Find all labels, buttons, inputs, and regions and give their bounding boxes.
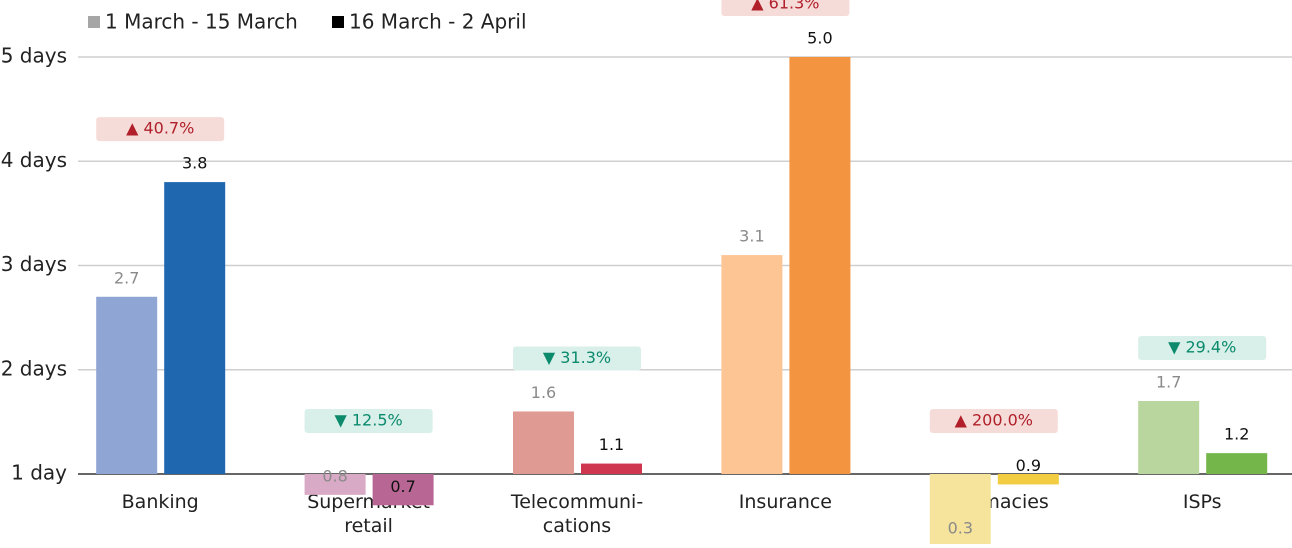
value-label: 1.2 <box>1224 425 1249 444</box>
bar <box>96 296 158 474</box>
y-tick-label: 4 days <box>1 148 67 172</box>
value-label: 1.1 <box>599 435 624 454</box>
change-badge <box>513 346 641 371</box>
change-badge <box>304 409 433 433</box>
y-tick-label: 5 days <box>1 44 67 68</box>
change-label: ▲ 200.0% <box>955 411 1033 430</box>
change-label: ▲ 61.3% <box>751 0 819 13</box>
value-label: 0.3 <box>948 518 973 537</box>
change-badge <box>96 117 225 142</box>
bar <box>581 463 642 474</box>
change-badge <box>721 0 850 16</box>
legend-label: 16 March - 2 April <box>349 10 527 34</box>
bar <box>372 474 434 506</box>
change-label: ▼ 31.3% <box>543 348 611 367</box>
value-label: 3.1 <box>739 227 764 246</box>
bar <box>513 411 574 474</box>
change-badge <box>1138 336 1267 361</box>
y-tick-label: 1 day <box>11 461 67 485</box>
bar <box>1138 401 1200 474</box>
x-tick-label: ISPs <box>1183 491 1222 513</box>
change-label: ▼ 12.5% <box>334 411 402 430</box>
bar <box>929 474 991 547</box>
change-label: ▼ 29.4% <box>1168 338 1236 357</box>
change-badge <box>929 409 1058 433</box>
y-tick-label: 3 days <box>1 252 67 276</box>
x-tick-label: Insurance <box>739 491 832 513</box>
value-label: 3.8 <box>182 154 207 173</box>
value-label: 1.6 <box>531 383 556 402</box>
legend-label: 1 March - 15 March <box>105 10 298 34</box>
change-label: ▲ 40.7% <box>126 119 194 138</box>
legend-swatch <box>332 16 344 28</box>
x-tick-label: Telecommuni-cations <box>510 491 643 537</box>
value-label: 0.8 <box>322 466 347 485</box>
bar <box>304 474 366 495</box>
y-tick-label: 2 days <box>1 356 67 380</box>
bar <box>721 255 783 474</box>
value-label: 0.7 <box>390 477 415 496</box>
value-label: 0.9 <box>1016 456 1041 475</box>
x-tick-label: Banking <box>122 491 199 513</box>
value-label: 5.0 <box>807 29 832 48</box>
bar <box>789 57 851 474</box>
value-label: 2.7 <box>114 268 139 287</box>
bar <box>1206 453 1268 474</box>
bar <box>164 182 226 474</box>
bar <box>997 474 1059 485</box>
value-label: 1.7 <box>1156 373 1181 392</box>
legend-swatch <box>88 16 100 28</box>
